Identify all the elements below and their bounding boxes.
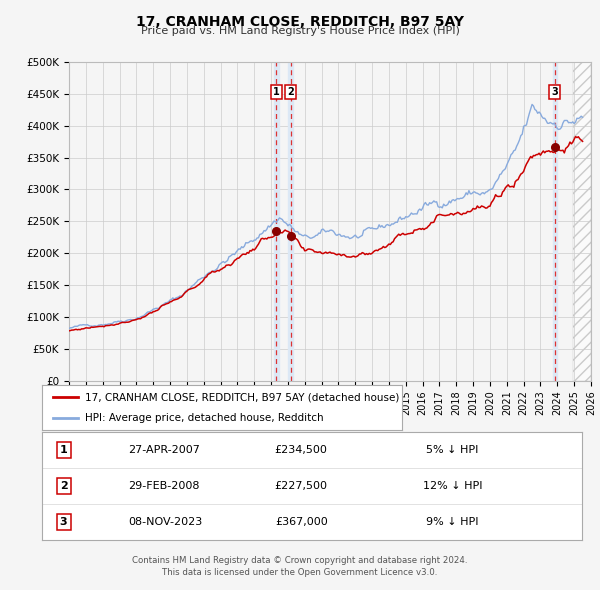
Text: 2: 2 [287,87,294,97]
Text: Contains HM Land Registry data © Crown copyright and database right 2024.
This d: Contains HM Land Registry data © Crown c… [132,556,468,577]
Text: 27-APR-2007: 27-APR-2007 [128,445,200,455]
Text: 08-NOV-2023: 08-NOV-2023 [128,517,203,527]
Text: 3: 3 [60,517,67,527]
Text: HPI: Average price, detached house, Redditch: HPI: Average price, detached house, Redd… [85,412,324,422]
Text: £367,000: £367,000 [275,517,328,527]
Bar [274,62,278,381]
Text: 1: 1 [60,445,67,455]
Bar [573,62,591,381]
Text: 12% ↓ HPI: 12% ↓ HPI [422,481,482,491]
Text: 17, CRANHAM CLOSE, REDDITCH, B97 5AY (detached house): 17, CRANHAM CLOSE, REDDITCH, B97 5AY (de… [85,392,400,402]
Text: £234,500: £234,500 [275,445,328,455]
Text: 29-FEB-2008: 29-FEB-2008 [128,481,200,491]
Text: 5% ↓ HPI: 5% ↓ HPI [426,445,479,455]
Text: 17, CRANHAM CLOSE, REDDITCH, B97 5AY: 17, CRANHAM CLOSE, REDDITCH, B97 5AY [136,15,464,29]
Text: £227,500: £227,500 [275,481,328,491]
Text: 9% ↓ HPI: 9% ↓ HPI [426,517,479,527]
Text: 1: 1 [273,87,280,97]
Bar [289,62,293,381]
Text: 2: 2 [60,481,67,491]
Text: Price paid vs. HM Land Registry's House Price Index (HPI): Price paid vs. HM Land Registry's House … [140,26,460,36]
Text: 3: 3 [551,87,558,97]
Bar [553,62,557,381]
